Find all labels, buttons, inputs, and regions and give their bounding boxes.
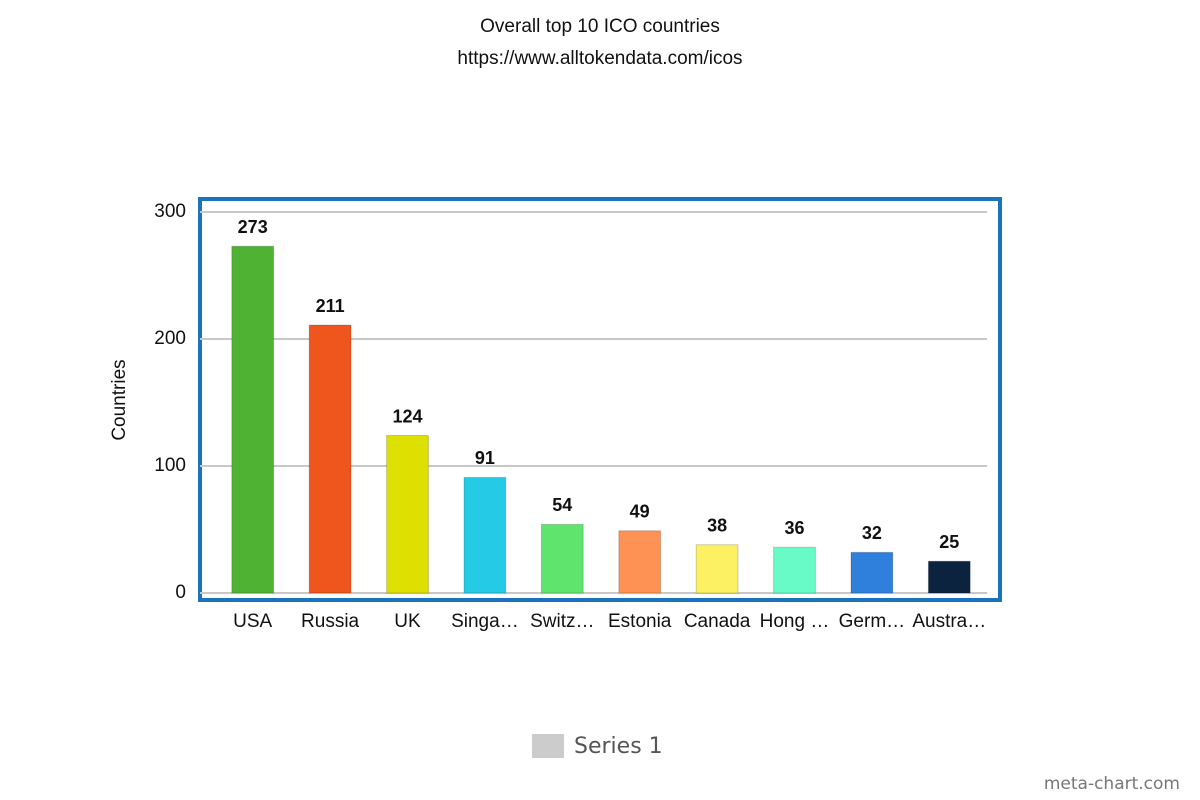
legend-label: Series 1 [574, 734, 663, 759]
legend-swatch [532, 734, 564, 758]
y-tick-label: 300 [154, 201, 186, 222]
y-tick-label: 100 [154, 455, 186, 476]
value-label: 124 [392, 406, 422, 426]
x-tick-label: Hong … [760, 611, 830, 632]
watermark: meta-chart.com [1044, 774, 1180, 794]
value-label: 49 [630, 502, 650, 522]
x-tick-label: Switz… [530, 611, 594, 632]
x-tick-label: Canada [684, 611, 751, 632]
x-tick-label: Estonia [608, 611, 672, 632]
bar [695, 544, 739, 594]
plot-frame [198, 197, 1002, 602]
value-label: 91 [475, 448, 495, 468]
bar [231, 245, 275, 594]
value-label: 25 [939, 532, 959, 552]
bar [463, 476, 507, 594]
value-label: 32 [862, 523, 882, 543]
value-label: 54 [552, 495, 572, 515]
x-tick-label: Austra… [912, 611, 986, 632]
bar [308, 324, 352, 594]
value-label: 36 [784, 518, 804, 538]
bar [540, 523, 584, 594]
chart-subtitle: https://www.alltokendata.com/icos [457, 48, 742, 69]
value-label: 38 [707, 515, 727, 535]
bar [618, 530, 662, 594]
x-tick-label: Germ… [839, 611, 906, 632]
bar [773, 546, 816, 594]
y-axis-label: Countries [109, 359, 130, 440]
y-tick-label: 0 [175, 582, 186, 603]
bar [386, 435, 429, 594]
x-tick-label: USA [233, 611, 272, 632]
chart-title: Overall top 10 ICO countries [480, 16, 720, 37]
bar [850, 551, 894, 594]
x-tick-label: Russia [301, 611, 360, 632]
value-label: 211 [316, 296, 345, 316]
x-tick-label: Singa… [451, 611, 519, 632]
x-tick-label: UK [394, 611, 421, 632]
bar [927, 560, 971, 594]
value-label: 273 [238, 217, 268, 237]
y-tick-label: 200 [154, 328, 186, 349]
